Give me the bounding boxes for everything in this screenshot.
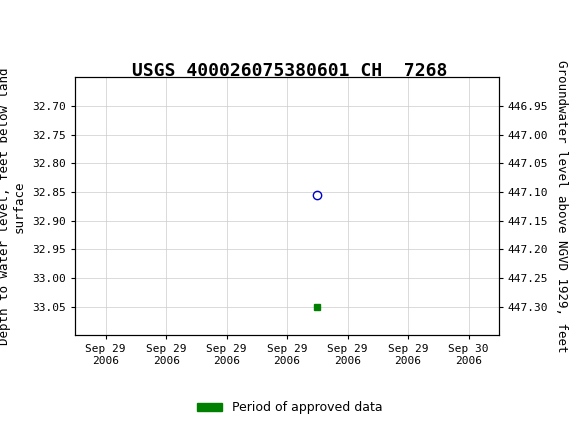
Y-axis label: Groundwater level above NGVD 1929, feet: Groundwater level above NGVD 1929, feet — [555, 60, 568, 353]
Y-axis label: Depth to water level, feet below land
surface: Depth to water level, feet below land su… — [0, 68, 26, 345]
Legend: Period of approved data: Period of approved data — [192, 396, 388, 419]
Text: █USGS: █USGS — [12, 16, 86, 36]
Text: USGS 400026075380601 CH  7268: USGS 400026075380601 CH 7268 — [132, 62, 448, 80]
